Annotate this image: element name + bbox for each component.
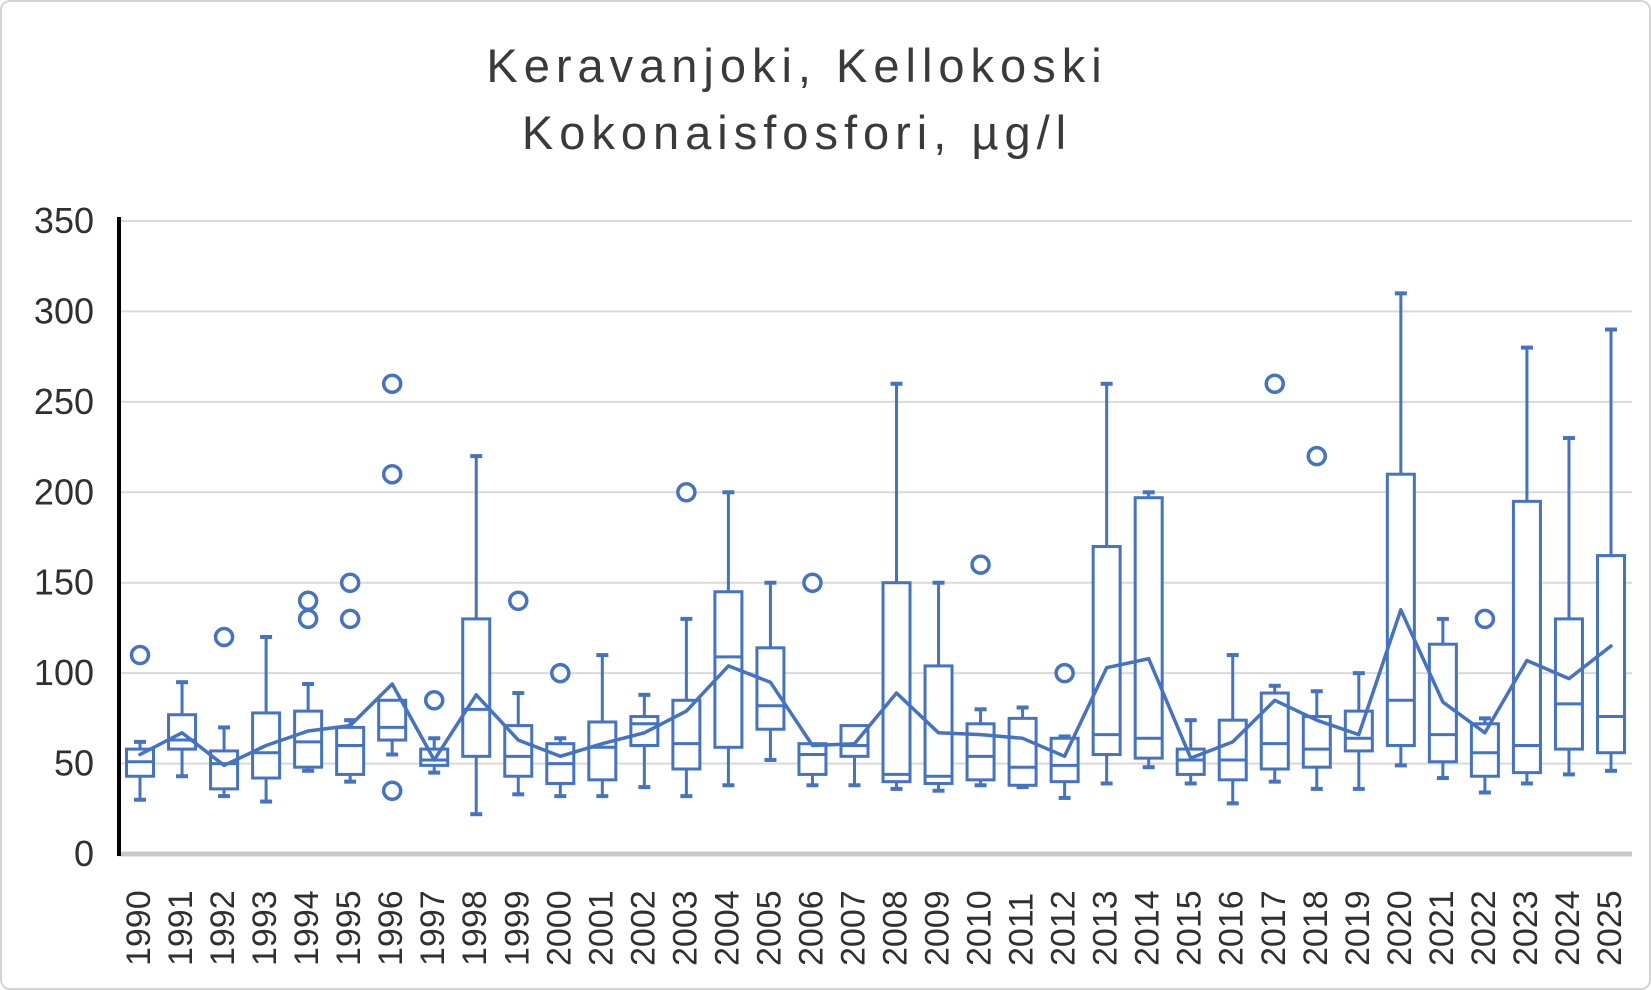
x-tick-label: 2007 [834, 890, 872, 966]
x-tick-label: 1991 [162, 890, 200, 966]
y-tick-label: 300 [34, 290, 94, 331]
x-tick-label: 2009 [919, 890, 957, 966]
x-tick-label: 2016 [1213, 890, 1251, 966]
x-tick-label: 2010 [961, 890, 999, 966]
box-rect-2011 [1007, 716, 1038, 787]
y-tick-label: 350 [34, 200, 94, 241]
x-tick-label: 2023 [1507, 890, 1545, 966]
box-rect-1996 [377, 698, 408, 742]
x-tick-label: 1992 [204, 890, 242, 966]
outlier-point [1054, 662, 1075, 684]
x-tick-label: 2011 [1003, 893, 1041, 966]
y-tick-label: 150 [34, 562, 94, 603]
x-tick-label: 1990 [120, 890, 158, 966]
outlier-point [297, 590, 319, 612]
outlier-point [339, 572, 361, 593]
chart-title-line2: Kokonaisfosfori, µg/l [521, 106, 1073, 159]
y-tick-label: 250 [34, 381, 94, 422]
x-tick-label: 2002 [624, 890, 662, 966]
outlier-point [381, 780, 403, 801]
chart-title-line1: Keravanjoki, Kellokoski [486, 39, 1108, 92]
x-tick-label: 1997 [414, 890, 452, 966]
x-tick-label: 2005 [750, 890, 788, 966]
x-tick-label: 2015 [1171, 890, 1209, 966]
x-tick-label: 2006 [792, 890, 830, 966]
x-tick-label: 2020 [1381, 890, 1419, 966]
box-rect-2005 [755, 646, 786, 731]
outlier-point [129, 644, 151, 666]
x-tick-label: 2004 [708, 890, 746, 966]
box-rect-2024 [1553, 617, 1584, 751]
x-tick-label: 2025 [1591, 890, 1629, 966]
x-tick-label: 1996 [372, 890, 410, 966]
x-tick-label: 2021 [1423, 890, 1461, 966]
outlier-point [1474, 608, 1496, 630]
box-rect-2012 [1049, 736, 1080, 784]
x-tick-label: 1994 [288, 890, 326, 966]
outlier-point [676, 482, 697, 503]
outlier-point [508, 590, 529, 612]
outlier-point [297, 608, 319, 630]
box-rect-2010 [965, 722, 996, 782]
outlier-point [970, 554, 991, 575]
y-tick-label: 100 [34, 652, 94, 693]
x-tick-label: 2003 [666, 890, 704, 966]
box-rect-2014 [1133, 496, 1164, 760]
box-rect-2008 [881, 581, 912, 784]
box-rect-1991 [167, 713, 198, 751]
outlier-point [381, 373, 403, 395]
y-tick-label: 0 [74, 833, 94, 874]
x-tick-label: 2014 [1129, 890, 1167, 966]
box-rect-1999 [503, 724, 534, 778]
x-tick-label: 2022 [1465, 890, 1503, 966]
box-rect-1995 [335, 725, 366, 776]
x-tick-label: 2018 [1297, 890, 1335, 966]
outlier-point [381, 463, 403, 485]
box-rect-2013 [1091, 545, 1122, 757]
box-rect-1998 [461, 617, 492, 758]
x-tick-label: 1999 [498, 890, 536, 966]
x-tick-label: 2019 [1339, 890, 1377, 966]
x-tick-label: 2013 [1087, 890, 1125, 966]
outlier-point [1306, 445, 1328, 467]
outlier-point [339, 608, 361, 630]
x-tick-label: 1998 [456, 890, 494, 966]
x-tick-label: 1993 [246, 890, 284, 966]
x-tick-label: 1995 [330, 890, 368, 966]
x-tick-label: 2008 [877, 890, 915, 966]
x-tick-label: 2017 [1255, 890, 1293, 966]
x-tick-label: 2024 [1549, 890, 1587, 966]
outlier-point [550, 662, 571, 684]
box-rect-2006 [797, 742, 828, 776]
outlier-point [213, 626, 235, 648]
x-tick-label: 2012 [1045, 890, 1083, 966]
box-rect-1994 [293, 709, 324, 769]
box-rect-2023 [1511, 499, 1542, 775]
y-tick-label: 200 [34, 471, 94, 512]
box-rect-2016 [1217, 718, 1248, 782]
mean-line [138, 608, 1613, 768]
x-tick-label: 2000 [540, 890, 578, 966]
outlier-point [802, 572, 823, 593]
outlier-point [1264, 373, 1286, 395]
outlier-point [423, 690, 445, 711]
y-tick-label: 50 [54, 743, 94, 784]
x-tick-label: 2001 [582, 890, 620, 966]
box-rect-2001 [587, 720, 618, 782]
